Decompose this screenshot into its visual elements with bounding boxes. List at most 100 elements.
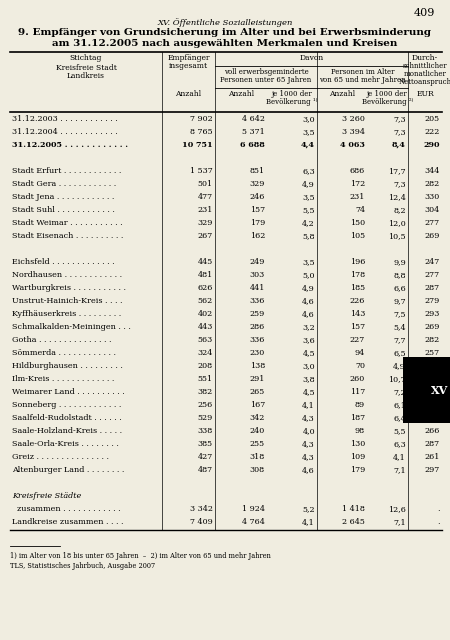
Text: 9. Empfänger von Grundsicherung im Alter und bei Erwerbsminderung: 9. Empfänger von Grundsicherung im Alter… [18, 28, 432, 37]
Text: 70: 70 [355, 362, 365, 370]
Text: 10,5: 10,5 [388, 232, 406, 240]
Text: 409: 409 [414, 8, 435, 18]
Text: 851: 851 [250, 167, 265, 175]
Text: 288: 288 [425, 375, 440, 383]
Text: 277: 277 [425, 271, 440, 279]
Text: 240: 240 [250, 427, 265, 435]
Text: 441: 441 [250, 284, 265, 292]
Text: Saalfeld-Rudolstadt . . . . . .: Saalfeld-Rudolstadt . . . . . . [12, 414, 122, 422]
Text: 109: 109 [350, 453, 365, 461]
Text: 4,6: 4,6 [302, 466, 315, 474]
Text: 4,3: 4,3 [302, 440, 315, 448]
Text: 2 645: 2 645 [342, 518, 365, 526]
Text: 5,4: 5,4 [393, 323, 406, 331]
Text: Davon: Davon [299, 54, 324, 62]
Text: 12,0: 12,0 [388, 219, 406, 227]
Text: 3 342: 3 342 [190, 505, 213, 513]
Text: 4,5: 4,5 [302, 388, 315, 396]
Text: 208: 208 [198, 362, 213, 370]
Text: 443: 443 [198, 323, 213, 331]
Text: Personen im Alter: Personen im Alter [331, 68, 394, 76]
Text: 4,2: 4,2 [302, 219, 315, 227]
Text: 227: 227 [350, 336, 365, 344]
Text: 385: 385 [198, 440, 213, 448]
Text: 277: 277 [425, 219, 440, 227]
Text: 287: 287 [425, 284, 440, 292]
Text: 4 063: 4 063 [340, 141, 365, 149]
Text: 291: 291 [425, 401, 440, 409]
Text: 3,5: 3,5 [302, 128, 315, 136]
Text: 179: 179 [250, 219, 265, 227]
Text: 293: 293 [425, 310, 440, 318]
Text: 10 751: 10 751 [182, 141, 213, 149]
Text: XV: XV [431, 385, 448, 396]
Text: Sömmerda . . . . . . . . . . . .: Sömmerda . . . . . . . . . . . . [12, 349, 116, 357]
Text: 3,0: 3,0 [302, 362, 315, 370]
Text: .: . [437, 518, 440, 526]
Text: 7 409: 7 409 [190, 518, 213, 526]
Text: Durch-: Durch- [412, 54, 438, 62]
Text: 282: 282 [425, 180, 440, 188]
Text: Stadt Jena . . . . . . . . . . . .: Stadt Jena . . . . . . . . . . . . [12, 193, 114, 201]
Text: Kyffhäuserkreis . . . . . . . . .: Kyffhäuserkreis . . . . . . . . . [12, 310, 121, 318]
Text: 261: 261 [425, 453, 440, 461]
Text: Hildburghausen . . . . . . . . .: Hildburghausen . . . . . . . . . [12, 362, 123, 370]
Text: 187: 187 [350, 414, 365, 422]
Text: TLS, Statistisches Jahrbuch, Ausgabe 2007: TLS, Statistisches Jahrbuch, Ausgabe 200… [10, 562, 155, 570]
Text: 117: 117 [350, 388, 365, 396]
Text: 330: 330 [425, 193, 440, 201]
Text: 226: 226 [350, 297, 365, 305]
Text: 260: 260 [350, 375, 365, 383]
Text: insgesamt: insgesamt [169, 62, 208, 70]
Text: 162: 162 [250, 232, 265, 240]
Text: 487: 487 [198, 466, 213, 474]
Text: Bevölkerung ¹⁾: Bevölkerung ¹⁾ [266, 98, 318, 106]
Text: 269: 269 [425, 232, 440, 240]
Text: 5,2: 5,2 [302, 505, 315, 513]
Text: 231: 231 [198, 206, 213, 214]
Text: voll erwerbsgeminderte: voll erwerbsgeminderte [224, 68, 308, 76]
Text: 6,3: 6,3 [302, 167, 315, 175]
Text: 291: 291 [250, 375, 265, 383]
Text: 329: 329 [198, 219, 213, 227]
Text: 3,0: 3,0 [302, 115, 315, 123]
Text: 318: 318 [250, 453, 265, 461]
Text: 342: 342 [250, 414, 265, 422]
Text: Gotha . . . . . . . . . . . . . . .: Gotha . . . . . . . . . . . . . . . [12, 336, 112, 344]
Text: 94: 94 [355, 349, 365, 357]
Text: 7,3: 7,3 [393, 128, 406, 136]
Text: 303: 303 [250, 271, 265, 279]
Text: je 1000 der: je 1000 der [367, 90, 408, 98]
Text: 222: 222 [425, 128, 440, 136]
Text: 308: 308 [250, 466, 265, 474]
Text: 529: 529 [198, 414, 213, 422]
Text: Ilm-Kreis . . . . . . . . . . . . .: Ilm-Kreis . . . . . . . . . . . . . [12, 375, 114, 383]
Text: 4,9: 4,9 [393, 362, 406, 370]
Text: von 65 und mehr Jahren: von 65 und mehr Jahren [319, 76, 406, 84]
Text: 12,4: 12,4 [388, 193, 406, 201]
Text: 287: 287 [425, 440, 440, 448]
Text: 150: 150 [350, 219, 365, 227]
Text: EUR: EUR [416, 90, 434, 98]
Text: Kreisfreie Stadt: Kreisfreie Stadt [55, 64, 117, 72]
Text: Stadt Eisenach . . . . . . . . . .: Stadt Eisenach . . . . . . . . . . [12, 232, 123, 240]
Text: 5,8: 5,8 [302, 232, 315, 240]
Text: 172: 172 [350, 180, 365, 188]
Text: 3,5: 3,5 [302, 258, 315, 266]
Text: 167: 167 [250, 401, 265, 409]
Text: 3,5: 3,5 [302, 193, 315, 201]
Text: 1 924: 1 924 [242, 505, 265, 513]
Text: 279: 279 [425, 297, 440, 305]
Text: 286: 286 [250, 323, 265, 331]
Text: Altenburger Land . . . . . . . .: Altenburger Land . . . . . . . . [12, 466, 124, 474]
Text: 4,6: 4,6 [302, 310, 315, 318]
Text: 5,5: 5,5 [302, 206, 315, 214]
Text: 269: 269 [425, 323, 440, 331]
Text: .: . [437, 505, 440, 513]
Text: 4,0: 4,0 [302, 427, 315, 435]
Text: 10,7: 10,7 [388, 375, 406, 383]
Text: 562: 562 [198, 297, 213, 305]
Text: 7,2: 7,2 [393, 388, 406, 396]
Text: Anzahl: Anzahl [176, 90, 202, 98]
Text: 74: 74 [355, 206, 365, 214]
